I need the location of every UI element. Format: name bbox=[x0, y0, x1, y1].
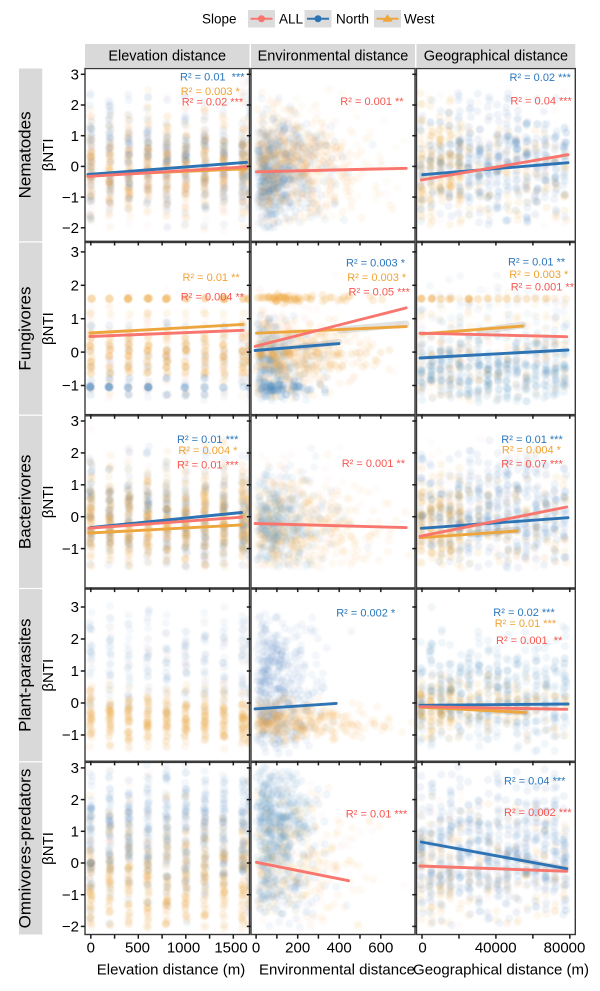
svg-text:−1: −1 bbox=[62, 378, 79, 395]
svg-text:Plant-parasites: Plant-parasites bbox=[16, 619, 35, 732]
svg-text:1000: 1000 bbox=[167, 940, 200, 957]
svg-text:600: 600 bbox=[368, 940, 393, 957]
svg-text:1: 1 bbox=[71, 663, 79, 680]
svg-text:Environmental distance: Environmental distance bbox=[259, 962, 415, 979]
svg-text:1: 1 bbox=[71, 311, 79, 328]
svg-text:βNTI: βNTI bbox=[40, 139, 57, 172]
svg-text:80000: 80000 bbox=[544, 940, 586, 957]
svg-text:βNTI: βNTI bbox=[40, 832, 57, 865]
svg-text:Bacterivores: Bacterivores bbox=[16, 455, 35, 549]
svg-text:βNTI: βNTI bbox=[40, 659, 57, 692]
svg-text:1500: 1500 bbox=[214, 940, 247, 957]
svg-text:200: 200 bbox=[285, 940, 310, 957]
svg-text:0: 0 bbox=[71, 509, 79, 526]
svg-text:Geographical distance: Geographical distance bbox=[424, 49, 568, 65]
svg-text:2: 2 bbox=[71, 445, 79, 462]
svg-text:−1: −1 bbox=[62, 541, 79, 558]
svg-text:0: 0 bbox=[252, 940, 260, 957]
svg-text:Geographical distance (m): Geographical distance (m) bbox=[413, 962, 589, 979]
svg-text:Fungivores: Fungivores bbox=[16, 287, 35, 371]
svg-text:−1: −1 bbox=[62, 189, 79, 206]
svg-text:3: 3 bbox=[71, 413, 79, 430]
svg-text:Nematodes: Nematodes bbox=[16, 111, 35, 198]
svg-text:2: 2 bbox=[71, 97, 79, 114]
svg-text:3: 3 bbox=[71, 760, 79, 777]
svg-text:Elevation distance (m): Elevation distance (m) bbox=[97, 962, 245, 979]
svg-text:400: 400 bbox=[327, 940, 352, 957]
svg-text:Environmental distance: Environmental distance bbox=[258, 49, 409, 65]
svg-text:1: 1 bbox=[71, 477, 79, 494]
svg-text:3: 3 bbox=[71, 599, 79, 616]
svg-text:2: 2 bbox=[71, 792, 79, 809]
svg-text:0: 0 bbox=[71, 855, 79, 872]
svg-text:West: West bbox=[404, 11, 435, 26]
svg-text:2: 2 bbox=[71, 278, 79, 295]
svg-text:Slope: Slope bbox=[202, 11, 237, 26]
svg-text:3: 3 bbox=[71, 67, 79, 84]
svg-text:−2: −2 bbox=[62, 919, 79, 936]
svg-text:−1: −1 bbox=[62, 727, 79, 744]
svg-text:ALL: ALL bbox=[279, 11, 304, 26]
svg-text:1: 1 bbox=[71, 824, 79, 841]
svg-text:0: 0 bbox=[418, 940, 426, 957]
svg-text:−2: −2 bbox=[62, 220, 79, 237]
svg-text:0: 0 bbox=[71, 695, 79, 712]
svg-text:3: 3 bbox=[71, 244, 79, 261]
svg-text:Omnivores-predators: Omnivores-predators bbox=[16, 769, 35, 929]
svg-text:0: 0 bbox=[87, 940, 95, 957]
svg-text:−1: −1 bbox=[62, 887, 79, 904]
svg-text:1: 1 bbox=[71, 128, 79, 145]
svg-text:500: 500 bbox=[125, 940, 150, 957]
svg-text:40000: 40000 bbox=[475, 940, 517, 957]
svg-text:Elevation distance: Elevation distance bbox=[108, 49, 226, 65]
svg-text:βNTI: βNTI bbox=[40, 486, 57, 519]
svg-text:0: 0 bbox=[71, 344, 79, 361]
svg-text:βNTI: βNTI bbox=[40, 312, 57, 345]
svg-text:North: North bbox=[336, 11, 369, 26]
svg-text:0: 0 bbox=[71, 159, 79, 176]
svg-text:2: 2 bbox=[71, 631, 79, 648]
